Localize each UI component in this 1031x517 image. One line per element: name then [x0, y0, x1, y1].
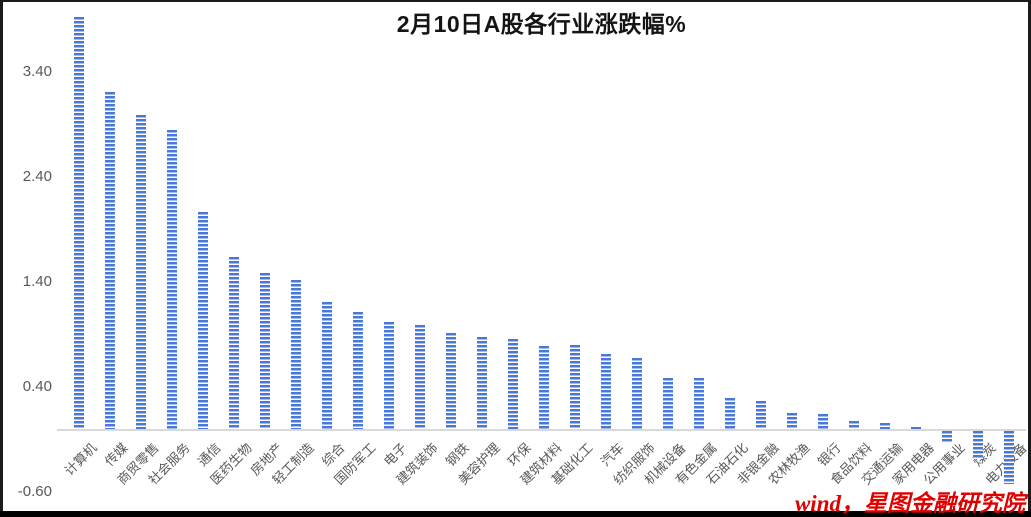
bar-通信 [198, 211, 208, 429]
image-border-top [0, 0, 1031, 2]
bar-农林牧渔 [787, 413, 797, 429]
bar-计算机 [74, 17, 84, 429]
bar-石油石化 [725, 397, 735, 429]
bar-传媒 [105, 91, 115, 429]
image-border-left [0, 0, 3, 517]
bar-非银金融 [756, 400, 766, 429]
chart-title: 2月10日A股各行业涨跌幅% [396, 11, 687, 37]
bar-机械设备 [663, 377, 673, 429]
bar-轻工制造 [291, 279, 301, 429]
bar-钢铁 [446, 333, 456, 429]
bar-食品饮料 [849, 420, 859, 429]
source-watermark: wind，星图金融研究院 [794, 491, 1025, 516]
bar-家用电器 [911, 426, 921, 429]
bar-商贸零售 [136, 115, 146, 429]
bar-房地产 [260, 272, 270, 429]
bar-基础化工 [570, 345, 580, 429]
bar-电子 [384, 321, 394, 429]
bar-煤炭 [973, 431, 983, 460]
x-axis-line [57, 429, 1026, 431]
bar-纺织服饰 [632, 357, 642, 429]
bar-银行 [818, 414, 828, 429]
y-axis-tick-label: -0.60 [17, 483, 52, 500]
bar-汽车 [601, 354, 611, 429]
bar-建筑装饰 [415, 325, 425, 429]
bar-综合 [322, 301, 332, 429]
bar-国防军工 [353, 312, 363, 429]
image-border-right [1028, 0, 1031, 517]
bar-交通运输 [880, 422, 890, 429]
bar-公用事业 [942, 431, 952, 443]
y-axis-tick-label: 1.40 [22, 273, 52, 290]
bar-建筑材料 [539, 346, 549, 429]
y-axis-tick-label: 2.40 [22, 168, 52, 185]
y-axis-tick-label: 3.40 [22, 63, 52, 80]
bar-电力设备 [1004, 431, 1014, 484]
bar-医药生物 [229, 256, 239, 429]
bar-有色金属 [694, 377, 704, 429]
bar-美容护理 [477, 336, 487, 429]
bar-环保 [508, 338, 518, 429]
y-axis-tick-label: 0.40 [22, 378, 52, 395]
bar-社会服务 [167, 129, 177, 429]
image-border-bottom [0, 511, 1031, 517]
